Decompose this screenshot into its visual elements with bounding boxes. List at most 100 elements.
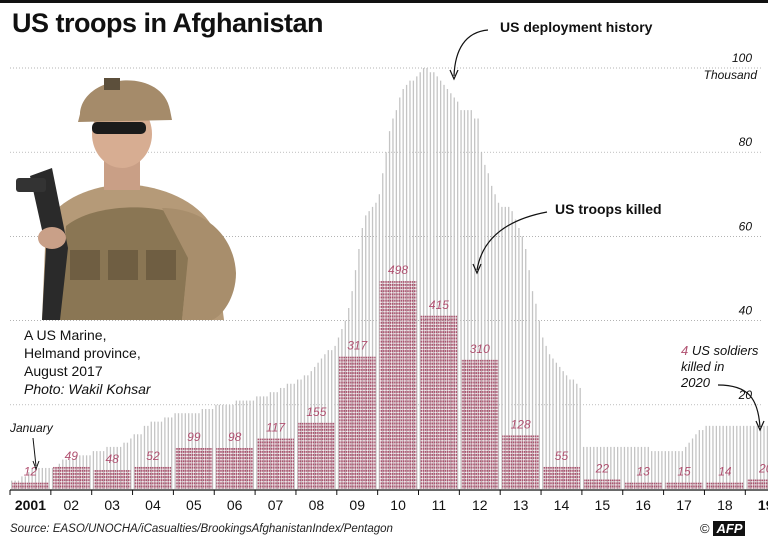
killed-stack	[502, 435, 540, 489]
killed-stack	[12, 482, 49, 489]
marine-vest-pouch-1	[70, 250, 100, 280]
killed-stack	[461, 359, 499, 489]
killed-arrow	[476, 211, 548, 271]
x-tick-label: 19	[758, 497, 768, 513]
killed-dots	[12, 281, 768, 489]
copyright-symbol: ©	[700, 521, 710, 536]
killed-stack	[665, 482, 703, 489]
x-tick-label: 13	[513, 497, 529, 513]
killed-stack	[93, 470, 131, 489]
killed-stack	[52, 466, 90, 489]
y-tick-label: 80	[739, 135, 753, 149]
x-tick-label: 14	[554, 497, 570, 513]
annotation-2020-arrowhead	[755, 420, 765, 432]
killed-stack	[747, 479, 768, 489]
killed-value-label: 55	[555, 449, 569, 463]
source-note: Source: EASO/UNOCHA/iCasualties/Brooking…	[10, 523, 393, 535]
killed-value-label: 99	[187, 430, 201, 444]
killed-value-label: 14	[718, 465, 732, 479]
killed-stack	[216, 448, 254, 489]
afp-logo: AFP	[713, 521, 746, 536]
marine-helmet-mount	[104, 78, 120, 90]
killed-value-label: 128	[511, 417, 531, 431]
marine-photo	[16, 78, 236, 320]
chart-title: US troops in Afghanistan	[12, 8, 324, 38]
killed-value-label: 12	[24, 465, 38, 479]
x-tick-label: 02	[63, 497, 79, 513]
caption-line-1: A US Marine,	[24, 327, 107, 343]
marine-helmet	[78, 80, 172, 122]
x-tick-label: 03	[104, 497, 120, 513]
x-tick-label: 11	[432, 497, 447, 513]
y-tick-label: 40	[739, 304, 753, 318]
callout-arrows	[32, 29, 765, 471]
killed-value-label: 498	[388, 263, 408, 277]
killed-value-label: 13	[636, 465, 650, 479]
x-tick-label: 06	[227, 497, 243, 513]
killed-value-label: 20	[758, 462, 768, 476]
x-tick-label: 15	[595, 497, 611, 513]
x-tick-label: 08	[309, 497, 325, 513]
y-tick-label: 60	[739, 219, 753, 233]
killed-value-label: 98	[228, 430, 242, 444]
caption-line-2: Helmand province,	[24, 345, 141, 361]
x-tick-label: 16	[635, 497, 651, 513]
killed-value-label: 310	[470, 342, 490, 356]
x-tick-label: 04	[145, 497, 161, 513]
killed-stack	[543, 466, 580, 489]
killed-value-label: 117	[266, 421, 286, 435]
x-tick-label: 2001	[15, 497, 46, 513]
y-axis-unit-label: Thousand	[704, 68, 758, 82]
killed-stack	[583, 479, 621, 489]
killed-stack	[257, 438, 294, 489]
x-tick-label: 07	[268, 497, 284, 513]
killed-stack	[134, 466, 172, 489]
marine-arm	[162, 208, 236, 320]
annotation-2020-line3: 2020	[681, 375, 710, 390]
x-axis: 2001 02 03 04 05 06 07 08 09 10 11 12 13 14 15 16 17 18 19	[9, 489, 768, 513]
x-tick-label: 10	[390, 497, 406, 513]
killed-stack	[624, 482, 662, 489]
killed-value-label: 49	[65, 449, 79, 463]
deployment-arrowhead	[449, 69, 459, 81]
x-tick-label: 12	[472, 497, 488, 513]
killed-arrowhead	[472, 263, 482, 275]
marine-rifle-stock	[16, 178, 46, 192]
killed-stack	[379, 281, 417, 489]
killed-stack	[338, 356, 376, 489]
photo-credit: Photo: Wakil Kohsar	[24, 381, 151, 397]
january-arrow	[32, 437, 37, 467]
photo-caption: A US Marine, Helmand province, August 20…	[24, 326, 151, 398]
killed-value-label: 52	[146, 449, 160, 463]
killed-value-label: 22	[595, 462, 610, 476]
marine-vest-pouch-3	[146, 250, 176, 280]
gridlines: 20 40 60 80 100 Thousand	[10, 51, 762, 406]
deployment-arrow	[453, 29, 489, 77]
annotation-2020-line1: US soldiers	[688, 343, 759, 358]
marine-sunglasses	[92, 122, 146, 134]
annotation-2020: 4 US soldiers killed in 2020	[681, 343, 758, 391]
killed-callout: US troops killed	[555, 201, 662, 217]
annotation-2020-arrow	[717, 384, 761, 428]
killed-value-label: 155	[306, 405, 326, 419]
january-arrowhead	[32, 460, 40, 471]
annotation-2020-line2: killed in	[681, 359, 725, 374]
x-tick-label: 09	[349, 497, 365, 513]
killed-value-label: 48	[105, 452, 119, 466]
january-label: January	[10, 421, 53, 435]
y-tick-label: 20	[738, 388, 753, 402]
killed-stack	[175, 448, 213, 489]
killed-value-label: 415	[429, 298, 449, 312]
annotation-2020-number: 4	[681, 343, 689, 358]
killed-stack	[297, 422, 335, 489]
x-tick-label: 17	[676, 497, 692, 513]
caption-line-3: August 2017	[24, 363, 103, 379]
top-rule	[0, 0, 768, 3]
x-tick-label: 18	[717, 497, 733, 513]
marine-vest-pouch-2	[108, 250, 138, 280]
marine-hand	[38, 227, 66, 249]
y-tick-label: 100	[732, 51, 752, 65]
killed-value-label: 15	[677, 465, 691, 479]
